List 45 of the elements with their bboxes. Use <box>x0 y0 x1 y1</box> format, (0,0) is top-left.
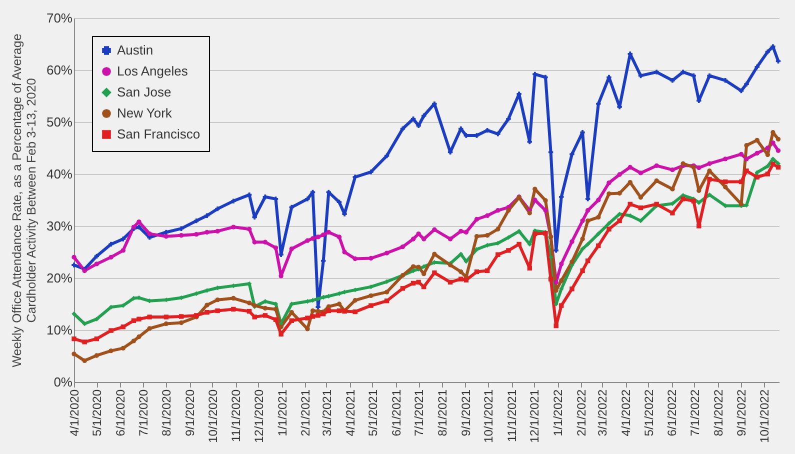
x-tick-label: 7/1/2020 <box>136 389 150 436</box>
x-tick-label: 6/1/2022 <box>665 389 680 436</box>
x-tick-label: 2/1/2022 <box>574 389 589 436</box>
x-tick-label: 7/1/2022 <box>688 389 702 436</box>
y-tick-label: 10% <box>46 322 73 338</box>
y-axis-title: Weekly Office Attendance Rate, as a Percentage of Average Cardholder Activity Between Feb 3-13, 2020 <box>10 34 38 368</box>
x-tick-label: 11/1/2021 <box>505 389 520 442</box>
y-tick-label: 30% <box>46 218 73 234</box>
x-tick-label: 8/1/2022 <box>711 389 726 436</box>
x-tick-label: 4/1/2021 <box>343 389 358 436</box>
x-tick-label: 5/1/2020 <box>90 389 104 436</box>
x-tick-label: 5/1/2021 <box>366 389 380 436</box>
x-tick-label: 6/1/2021 <box>389 389 404 436</box>
y-tick-label: 70% <box>46 10 73 26</box>
x-tick-label: 11/1/2020 <box>229 389 244 442</box>
x-tick-label: 2/1/2021 <box>298 389 313 436</box>
x-tick-label: 9/1/2020 <box>183 389 198 436</box>
x-tick-label: 7/1/2021 <box>412 389 426 436</box>
legend-label: New York <box>117 106 172 120</box>
x-tick-label: 3/1/2022 <box>596 389 610 436</box>
x-tick-label: 4/1/2020 <box>68 389 82 436</box>
x-tick-label: 8/1/2020 <box>160 389 174 436</box>
legend-label: San Jose <box>117 84 172 100</box>
x-tick-label: 1/1/2022 <box>551 389 566 436</box>
x-tick-label: 4/1/2022 <box>619 389 634 436</box>
x-tick-label: 3/1/2021 <box>320 389 334 436</box>
x-tick-label: 10/1/2022 <box>757 389 772 443</box>
x-tick-label: 9/1/2022 <box>734 389 749 436</box>
y-tick-label: 50% <box>46 114 73 130</box>
y-tick-label: 0% <box>54 374 73 390</box>
y-tick-label: 60% <box>46 62 73 78</box>
x-tick-label: 8/1/2021 <box>435 389 450 436</box>
legend-label: San Francisco <box>117 126 200 142</box>
x-tick-label: 6/1/2020 <box>114 389 128 436</box>
legend-label: Los Angeles <box>117 64 188 78</box>
y-tick-label: 20% <box>46 270 73 286</box>
x-tick-label: 10/1/2020 <box>206 389 220 443</box>
y-tick-label: 40% <box>46 166 73 182</box>
x-tick-label: 12/1/2021 <box>528 389 542 443</box>
legend-label: Austin <box>117 42 154 58</box>
x-tick-label: 9/1/2021 <box>458 389 473 436</box>
x-tick-label: 1/1/2021 <box>275 389 290 436</box>
x-tick-label: 12/1/2020 <box>252 389 266 443</box>
x-tick-label: 5/1/2022 <box>642 389 656 436</box>
x-tick-label: 10/1/2021 <box>482 389 496 443</box>
